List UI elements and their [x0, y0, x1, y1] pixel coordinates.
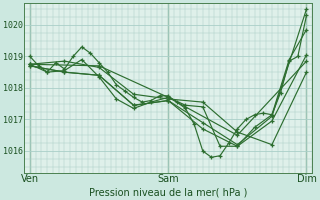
X-axis label: Pression niveau de la mer( hPa ): Pression niveau de la mer( hPa ): [89, 187, 247, 197]
